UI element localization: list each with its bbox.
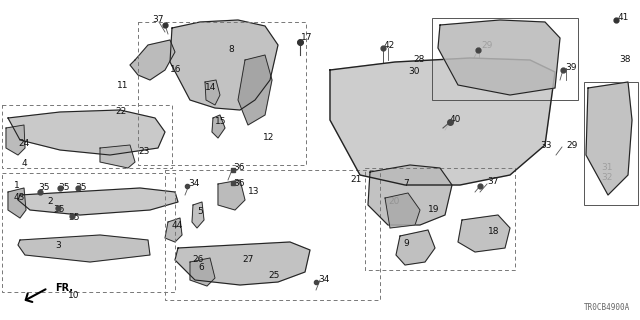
Text: 35: 35 [75,182,86,191]
Text: TR0CB4900A: TR0CB4900A [584,303,630,312]
Polygon shape [385,193,420,228]
Text: 35: 35 [38,182,49,191]
Polygon shape [130,40,175,80]
Text: 17: 17 [301,34,312,43]
Text: 23: 23 [138,148,149,156]
Polygon shape [175,242,310,285]
Polygon shape [165,218,182,242]
Text: 19: 19 [428,205,440,214]
Text: 42: 42 [384,42,396,51]
Text: 27: 27 [242,254,253,263]
Text: 35: 35 [68,213,79,222]
Text: 25: 25 [268,270,280,279]
Text: 1: 1 [14,180,20,189]
Bar [365,168,515,270]
Text: 9: 9 [403,238,409,247]
Text: 4: 4 [22,158,28,167]
Bar [138,22,306,165]
Polygon shape [586,82,632,195]
Polygon shape [396,230,435,265]
Text: 30: 30 [408,68,419,76]
Text: 24: 24 [18,139,29,148]
Text: 7: 7 [403,179,409,188]
Text: 10: 10 [68,291,79,300]
Polygon shape [18,188,178,215]
Polygon shape [8,110,165,155]
Text: 44: 44 [172,220,183,229]
Polygon shape [458,215,510,252]
Text: FR.: FR. [55,283,73,293]
Text: 14: 14 [205,84,216,92]
Text: 38: 38 [619,55,630,65]
Text: 2: 2 [47,197,52,206]
Text: 18: 18 [488,228,499,236]
Text: 37: 37 [487,178,499,187]
Text: 33: 33 [540,140,552,149]
Text: 20: 20 [388,197,399,206]
Text: 36: 36 [233,164,244,172]
Text: 15: 15 [215,116,227,125]
Bar [2,173,175,292]
Bar [584,82,638,205]
Text: 31: 31 [601,164,612,172]
Polygon shape [6,125,25,155]
Bar [165,170,380,300]
Text: 34: 34 [318,276,330,284]
Text: 35: 35 [58,182,70,191]
Text: 13: 13 [248,188,259,196]
Bar [432,18,578,100]
Text: 26: 26 [192,255,204,265]
Text: 41: 41 [618,13,629,22]
Polygon shape [238,55,272,125]
Text: 5: 5 [197,206,203,215]
Text: 32: 32 [601,173,612,182]
Polygon shape [205,80,220,105]
Text: 16: 16 [170,66,182,75]
Text: 29: 29 [481,41,492,50]
Text: 35: 35 [53,205,65,214]
Polygon shape [100,145,135,168]
Polygon shape [8,188,26,218]
Text: 29: 29 [566,140,577,149]
Polygon shape [18,235,150,262]
Text: 37: 37 [152,15,163,25]
Text: 22: 22 [115,108,126,116]
Bar [2,105,172,168]
Polygon shape [368,165,452,225]
Text: 34: 34 [188,179,200,188]
Text: 3: 3 [55,242,61,251]
Polygon shape [218,180,245,210]
Text: 12: 12 [263,132,275,141]
Polygon shape [170,20,278,110]
Text: 6: 6 [198,262,204,271]
Polygon shape [438,20,560,95]
Text: 21: 21 [350,175,362,185]
Text: 39: 39 [565,63,577,73]
Polygon shape [190,258,215,286]
Polygon shape [330,58,555,185]
Text: 40: 40 [450,116,461,124]
Text: 11: 11 [117,81,129,90]
Text: 43: 43 [14,194,26,203]
Text: 8: 8 [228,44,234,53]
Text: 36: 36 [233,179,244,188]
Text: 28: 28 [413,54,424,63]
Polygon shape [212,115,225,138]
Polygon shape [192,202,204,228]
